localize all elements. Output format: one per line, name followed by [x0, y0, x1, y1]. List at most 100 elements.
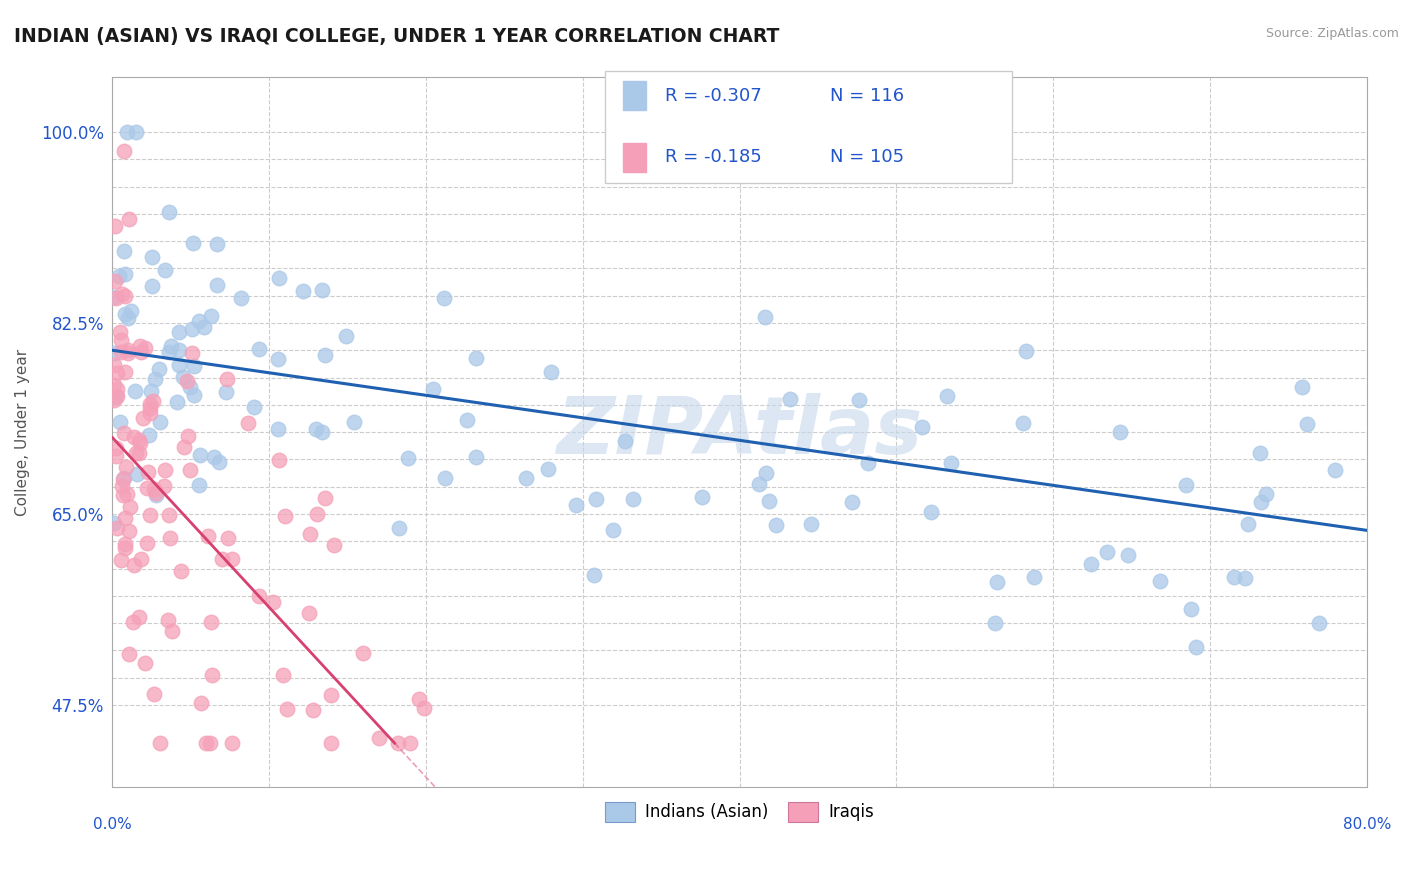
Point [208, 455, 231, 469]
Point [141, 279, 163, 293]
Point [754, 466, 776, 480]
Point [105, 366, 128, 380]
Point [613, 434, 636, 448]
Point [247, 589, 270, 603]
Point [117, 311, 139, 326]
Point [983, 616, 1005, 631]
Point [515, 471, 537, 485]
Point [112, 244, 135, 259]
Point [302, 703, 325, 717]
Point [122, 558, 145, 573]
Point [398, 450, 420, 465]
Point [172, 370, 194, 384]
Point [112, 426, 135, 441]
Point [139, 508, 162, 522]
Point [247, 342, 270, 356]
Point [465, 450, 488, 464]
Point [129, 344, 152, 359]
Point [136, 465, 159, 479]
Point [262, 595, 284, 609]
Point [179, 463, 201, 477]
Point [765, 518, 787, 533]
Point [128, 610, 150, 624]
Point [170, 564, 193, 578]
Point [110, 553, 132, 567]
Point [104, 273, 127, 287]
Point [205, 236, 228, 251]
Point [183, 359, 205, 373]
Point [323, 538, 346, 552]
Point [911, 420, 934, 434]
Point [173, 440, 195, 454]
Point [408, 692, 430, 706]
Point [129, 435, 152, 450]
Point [193, 320, 215, 334]
Point [135, 536, 157, 550]
Point [758, 493, 780, 508]
Point [117, 346, 139, 360]
Point [298, 526, 321, 541]
Point [540, 365, 562, 379]
Point [1175, 478, 1198, 492]
Point [848, 393, 870, 408]
Point [162, 624, 184, 639]
Point [986, 575, 1008, 590]
Point [690, 490, 713, 504]
Point [1234, 571, 1257, 585]
Point [134, 656, 156, 670]
Text: ZIPAtlas: ZIPAtlas [557, 393, 922, 471]
Point [935, 389, 957, 403]
Point [114, 365, 136, 379]
Point [103, 290, 125, 304]
Point [120, 500, 142, 515]
Point [434, 471, 457, 485]
Point [292, 284, 315, 298]
Point [412, 701, 434, 715]
Point [145, 488, 167, 502]
Point [1185, 640, 1208, 654]
Point [159, 531, 181, 545]
Point [183, 388, 205, 402]
Point [311, 284, 333, 298]
Point [157, 345, 180, 359]
Point [1180, 601, 1202, 615]
Text: R = -0.185: R = -0.185 [665, 148, 762, 166]
Point [160, 339, 183, 353]
Point [108, 325, 131, 339]
Point [149, 736, 172, 750]
Point [139, 384, 162, 398]
Point [105, 389, 128, 403]
Point [276, 701, 298, 715]
Point [122, 430, 145, 444]
Point [115, 459, 138, 474]
Point [1015, 344, 1038, 359]
Point [1250, 494, 1272, 508]
Point [108, 416, 131, 430]
Point [1308, 616, 1330, 631]
Point [1237, 517, 1260, 532]
Point [221, 552, 243, 566]
Point [104, 219, 127, 233]
Point [177, 429, 200, 443]
Point [1011, 416, 1033, 430]
Point [215, 372, 238, 386]
Point [122, 615, 145, 630]
Point [114, 289, 136, 303]
Point [117, 343, 139, 358]
Point [118, 524, 141, 538]
Point [200, 310, 222, 324]
Point [1116, 548, 1139, 562]
Point [585, 491, 607, 506]
Point [800, 516, 823, 531]
Point [115, 125, 138, 139]
Point [319, 736, 342, 750]
Point [215, 385, 238, 400]
Point [920, 505, 942, 519]
Point [176, 374, 198, 388]
Point [114, 307, 136, 321]
Point [367, 731, 389, 746]
Point [221, 736, 243, 750]
Point [157, 613, 180, 627]
Point [188, 448, 211, 462]
Point [433, 291, 456, 305]
